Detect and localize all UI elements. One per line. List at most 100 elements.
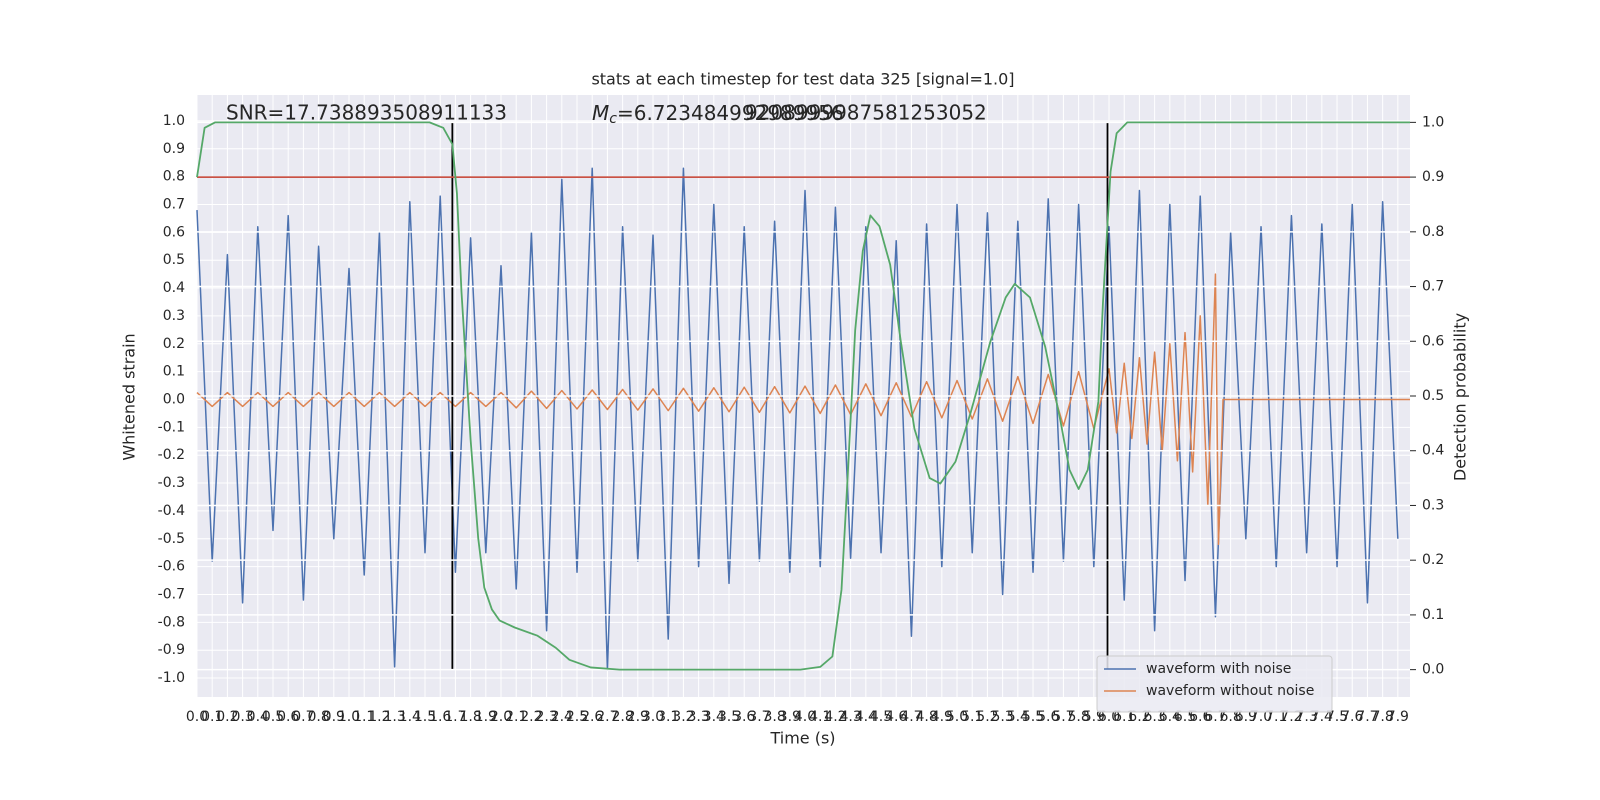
x-tick-label: 7.1: [1265, 709, 1287, 725]
y-tick-label: -0.9: [158, 642, 185, 658]
y-tick-label: 0.9: [163, 141, 185, 157]
annotation: 9208999987581253052: [745, 101, 987, 125]
y2-tick-label: 0.1: [1422, 607, 1444, 623]
x-tick-label: 4.2: [824, 709, 846, 725]
x-tick-label: 0.7: [292, 709, 314, 725]
series-line: [196, 121, 1410, 671]
y2-axis-label: Detection probability: [1451, 313, 1470, 481]
y-axis-label: Whitened strain: [120, 333, 139, 460]
x-tick-label: 2.8: [611, 709, 633, 725]
series-line: [196, 167, 1399, 671]
y2-tick-label: 0.4: [1422, 443, 1444, 459]
x-tick-label: 7.2: [1280, 709, 1302, 725]
y-tick-label: 0.5: [163, 252, 185, 268]
chart-title: stats at each timestep for test data 325…: [591, 70, 1014, 89]
x-tick-label: 2.2: [520, 709, 542, 725]
x-tick-label: 0.9: [323, 709, 345, 725]
legend: waveform with noise waveform without nois…: [1096, 655, 1333, 713]
x-tick-label: 3.8: [763, 709, 785, 725]
x-tick-label: 2.6: [581, 709, 603, 725]
x-tick-label: 6.4: [1159, 709, 1181, 725]
x-tick-label: 2.1: [505, 709, 527, 725]
x-tick-label: 6.0: [1098, 709, 1120, 725]
y2-tick-label: 0.7: [1422, 279, 1444, 295]
x-tick-label: 1.6: [429, 709, 451, 725]
x-tick-label: 6.7: [1204, 709, 1226, 725]
x-tick-label: 3.5: [718, 709, 740, 725]
x-tick-label: 4.6: [885, 709, 907, 725]
mc-annotation: Mc=6.723484992989956: [592, 101, 844, 128]
x-tick-label: 6.3: [1143, 709, 1165, 725]
x-tick-label: 0.0: [186, 709, 208, 725]
x-tick-label: 3.6: [733, 709, 755, 725]
x-tick-label: 5.9: [1083, 709, 1105, 725]
y-tick-label: -0.7: [158, 586, 185, 602]
mc-subscript: c: [609, 111, 617, 127]
x-tick-label: 7.7: [1356, 709, 1378, 725]
legend-label: waveform with noise: [1146, 661, 1291, 677]
y-tick-label: -0.3: [158, 475, 185, 491]
x-tick-label: 1.1: [353, 709, 375, 725]
x-tick-label: 5.0: [946, 709, 968, 725]
y-tick-label: 0.8: [163, 169, 185, 185]
y2-tick-label: 0.3: [1422, 497, 1444, 513]
y2-tick-label: 0.5: [1422, 388, 1444, 404]
x-tick-label: 0.8: [307, 709, 329, 725]
y-tick-label: -0.2: [158, 447, 185, 463]
legend-label: waveform without noise: [1146, 683, 1314, 699]
x-tick-label: 5.7: [1052, 709, 1074, 725]
y-tick-label: -0.5: [158, 531, 185, 547]
x-tick-label: 3.0: [642, 709, 664, 725]
x-tick-label: 0.3: [231, 709, 253, 725]
x-tick-label: 5.4: [1007, 709, 1029, 725]
series-line: [196, 273, 1410, 546]
x-tick-label: 3.3: [687, 709, 709, 725]
x-tick-label: 4.0: [794, 709, 816, 725]
x-tick-label: 6.1: [1113, 709, 1135, 725]
x-tick-label: 3.7: [748, 709, 770, 725]
y-tick-label: 0.1: [163, 364, 185, 380]
x-tick-label: 6.9: [1235, 709, 1257, 725]
x-tick-label: 6.5: [1174, 709, 1196, 725]
y-tick-label: -1.0: [158, 670, 185, 686]
plot-layer: [196, 95, 1410, 697]
x-tick-label: 1.4: [399, 709, 421, 725]
y2-tick-label: 0.6: [1422, 333, 1444, 349]
x-tick-label: 4.5: [870, 709, 892, 725]
x-tick-label: 4.3: [839, 709, 861, 725]
x-tick-label: 2.4: [551, 709, 573, 725]
x-tick-label: 1.5: [414, 709, 436, 725]
x-tick-label: 5.6: [1037, 709, 1059, 725]
x-tick-label: 0.2: [216, 709, 238, 725]
x-tick-label: 4.4: [855, 709, 877, 725]
y2-tick-label: 0.8: [1422, 224, 1444, 240]
y-tick-label: 1.0: [163, 113, 185, 129]
x-tick-label: 4.9: [931, 709, 953, 725]
x-tick-label: 6.2: [1128, 709, 1150, 725]
x-tick-label: 6.8: [1220, 709, 1242, 725]
y-tick-label: -0.6: [158, 559, 185, 575]
x-tick-label: 7.6: [1341, 709, 1363, 725]
x-tick-label: 1.0: [338, 709, 360, 725]
y-tick-label: -0.1: [158, 419, 185, 435]
x-tick-label: 3.2: [672, 709, 694, 725]
x-tick-label: 0.6: [277, 709, 299, 725]
x-tick-label: 2.5: [566, 709, 588, 725]
x-tick-label: 3.4: [703, 709, 725, 725]
x-tick-label: 2.3: [535, 709, 557, 725]
y-tick-label: 0.3: [163, 308, 185, 324]
x-tick-label: 6.6: [1189, 709, 1211, 725]
x-tick-label: 3.9: [779, 709, 801, 725]
x-tick-label: 0.4: [247, 709, 269, 725]
x-tick-label: 1.9: [475, 709, 497, 725]
y-tick-label: 0.4: [163, 280, 185, 296]
x-tick-label: 5.8: [1067, 709, 1089, 725]
x-tick-label: 0.1: [201, 709, 223, 725]
x-axis-label: Time (s): [769, 729, 835, 748]
mc-symbol: M: [592, 101, 609, 125]
x-tick-label: 7.5: [1326, 709, 1348, 725]
y-tick-label: 0.0: [163, 391, 185, 407]
annotation: SNR=17.738893508911133: [226, 101, 507, 125]
